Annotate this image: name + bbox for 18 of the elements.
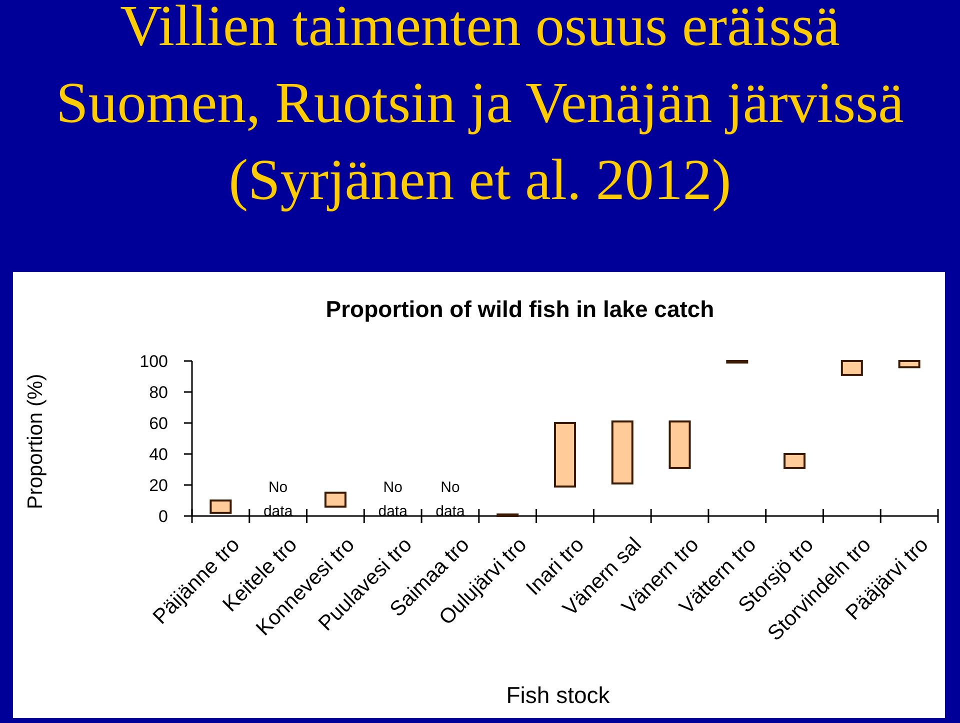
bar <box>668 420 691 469</box>
chart-title: Villien taimenten osuus eräissä Suomen, Ruotsin ja Venäjän järvissä (Syrjänen et al. 2012) <box>56 0 904 212</box>
bar <box>324 492 346 508</box>
y-tick-label: 0 <box>158 506 168 526</box>
y-tick-label: 20 <box>149 476 168 495</box>
bar <box>210 500 232 514</box>
bar <box>898 360 920 368</box>
bar <box>784 453 806 469</box>
bar <box>554 422 576 488</box>
y-tick-label: 100 <box>140 352 168 371</box>
y-tick-label: 80 <box>149 382 168 402</box>
bar <box>840 360 863 376</box>
y-tick-label: 40 <box>149 444 168 464</box>
y-axis-title: Proportion (%) <box>24 374 47 510</box>
y-tick-label: 60 <box>149 414 168 433</box>
chart-subtitle: Proportion of wild fish in lake catch <box>326 296 714 322</box>
bar <box>611 420 634 484</box>
x-axis-title: Fish stock <box>506 682 610 708</box>
